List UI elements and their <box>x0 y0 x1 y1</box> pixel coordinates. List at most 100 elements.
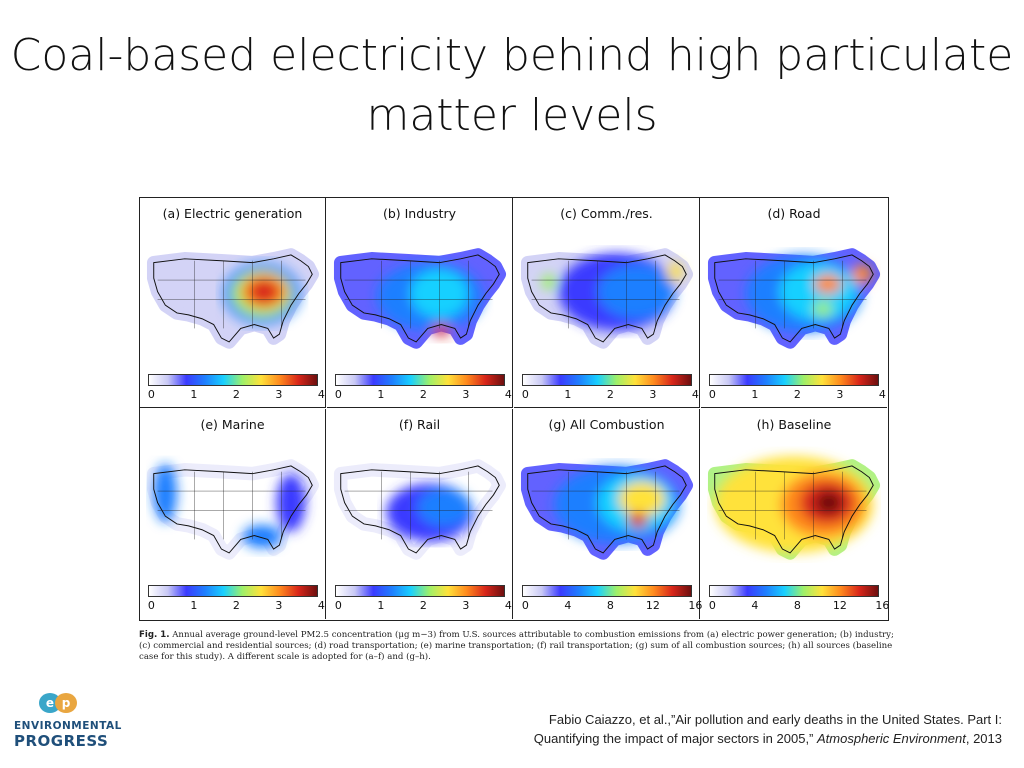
colorbar-tick-label: 8 <box>793 599 801 612</box>
colorbar <box>148 585 318 597</box>
colorbar-ticks: 0 1 2 3 4 <box>708 388 886 402</box>
slide-title: Coal-based electricity behind high parti… <box>0 26 1024 146</box>
colorbar-tick-label: 1 <box>377 599 385 612</box>
figure-panel: (e) Marine 0 1 2 3 4 <box>140 409 326 619</box>
colorbar-ticks: 0 1 2 3 4 <box>147 388 325 402</box>
colorbar-ticks: 0 1 2 3 4 <box>334 388 512 402</box>
colorbar-ticks: 0 1 2 3 4 <box>334 599 512 613</box>
concentration-hotspot <box>153 464 177 522</box>
panel-title: (f) Rail <box>398 417 441 432</box>
colorbar-ticks: 0 4 8 12 16 <box>708 599 890 613</box>
us-map-heatmap <box>707 248 881 349</box>
us-map-heatmap <box>333 248 507 349</box>
concentration-hotspot <box>813 301 833 317</box>
colorbar <box>709 585 879 597</box>
colorbar-tick-label: 2 <box>793 388 801 401</box>
concentration-hotspot <box>242 524 282 549</box>
figure-panel: (h) Baseline 0 4 8 12 16 <box>701 409 890 619</box>
colorbar-tick-label: 0 <box>147 388 155 401</box>
us-outline <box>527 465 687 554</box>
us-outline <box>714 465 874 554</box>
colorbar <box>335 585 505 597</box>
colorbar <box>335 374 505 386</box>
panel-title: (c) Comm./res. <box>560 206 653 221</box>
logo-line1: ENVIRONMENTAL <box>14 720 122 732</box>
slide-title-line1: Coal-based electricity behind high parti… <box>10 30 1014 81</box>
colorbar-tick-label: 3 <box>462 599 470 612</box>
colorbar-tick-label: 12 <box>832 599 847 612</box>
figure-panel: (a) Electric generation 0 1 2 3 4 <box>140 198 326 408</box>
concentration-hotspot <box>417 488 472 527</box>
us-outline <box>153 254 313 343</box>
colorbar <box>148 374 318 386</box>
concentration-hotspot <box>628 512 648 528</box>
colorbar-tick-label: 2 <box>419 388 427 401</box>
colorbar-tick-label: 0 <box>334 388 342 401</box>
us-map-heatmap <box>333 459 507 560</box>
colorbar-ticks: 0 1 2 3 4 <box>147 599 325 613</box>
concentration-hotspot <box>249 280 279 304</box>
colorbar-ticks: 0 4 8 12 16 <box>521 599 703 613</box>
colorbar-tick-label: 2 <box>232 599 240 612</box>
environmental-progress-logo: e p ENVIRONMENTAL PROGRESS <box>14 692 121 752</box>
colorbar-tick-label: 0 <box>708 599 716 612</box>
colorbar-tick-label: 0 <box>147 599 155 612</box>
us-outline <box>153 465 313 554</box>
colorbar-tick-label: 16 <box>688 599 703 612</box>
panel-title: (a) Electric generation <box>162 206 303 221</box>
us-outline <box>714 254 874 343</box>
colorbar-tick-label: 4 <box>504 388 512 401</box>
colorbar-tick-label: 4 <box>317 599 325 612</box>
concentration-hotspot <box>815 491 843 515</box>
concentration-hotspot <box>597 264 675 319</box>
concentration-hotspot <box>779 262 857 321</box>
colorbar-tick-label: 4 <box>751 599 759 612</box>
citation: Fabio Caiazzo, et al.,”Air pollution and… <box>402 710 1002 748</box>
us-outline <box>340 465 500 554</box>
svg-text:e: e <box>46 696 54 710</box>
svg-text:p: p <box>62 696 71 710</box>
citation-line2-prefix: Quantifying the impact of major sectors … <box>533 731 817 746</box>
colorbar-tick-label: 3 <box>462 388 470 401</box>
concentration-hotspot <box>814 274 842 294</box>
concentration-hotspot <box>852 264 872 284</box>
us-outline <box>527 254 687 343</box>
figure-panel: (b) Industry 0 1 2 3 4 <box>327 198 513 408</box>
figure-caption: Fig. 1. Annual average ground-level PM2.… <box>139 630 899 663</box>
colorbar-tick-label: 0 <box>334 599 342 612</box>
figure-panel: (f) Rail 0 1 2 3 4 <box>327 409 513 619</box>
caption-label: Fig. 1. <box>139 630 170 640</box>
us-map-heatmap <box>707 456 881 560</box>
colorbar-tick-label: 3 <box>836 388 844 401</box>
colorbar-tick-label: 2 <box>419 599 427 612</box>
colorbar-tick-label: 4 <box>317 388 325 401</box>
colorbar-tick-label: 8 <box>606 599 614 612</box>
colorbar <box>522 374 692 386</box>
caption-text: Annual average ground-level PM2.5 concen… <box>139 630 894 662</box>
colorbar-tick-label: 2 <box>232 388 240 401</box>
colorbar-tick-label: 3 <box>275 388 283 401</box>
colorbar <box>709 374 879 386</box>
colorbar-tick-label: 1 <box>377 388 385 401</box>
panel-title: (h) Baseline <box>756 417 832 432</box>
colorbar-tick-label: 0 <box>521 599 529 612</box>
panel-title: (d) Road <box>767 206 821 221</box>
colorbar-tick-label: 3 <box>275 599 283 612</box>
figure-panel: (c) Comm./res. 0 1 2 3 4 <box>514 198 700 408</box>
colorbar-tick-label: 4 <box>504 599 512 612</box>
citation-line2-suffix: , 2013 <box>965 731 1002 746</box>
us-map-heatmap <box>520 459 694 560</box>
slide-title-line2: matter levels <box>366 90 658 141</box>
concentration-hotspot <box>276 473 306 532</box>
colorbar-tick-label: 0 <box>708 388 716 401</box>
us-map-heatmap <box>146 459 320 560</box>
colorbar-tick-label: 1 <box>564 388 572 401</box>
colorbar <box>522 585 692 597</box>
colorbar-tick-label: 2 <box>606 388 614 401</box>
citation-line1: Fabio Caiazzo, et al.,”Air pollution and… <box>548 712 1002 727</box>
colorbar-tick-label: 4 <box>564 599 572 612</box>
concentration-hotspot <box>431 324 451 337</box>
figure-panel: (d) Road 0 1 2 3 4 <box>701 198 887 408</box>
figure-grid: (a) Electric generation 0 1 2 3 4 (b) Industry… <box>139 197 889 621</box>
colorbar-ticks: 0 1 2 3 4 <box>522 388 699 402</box>
